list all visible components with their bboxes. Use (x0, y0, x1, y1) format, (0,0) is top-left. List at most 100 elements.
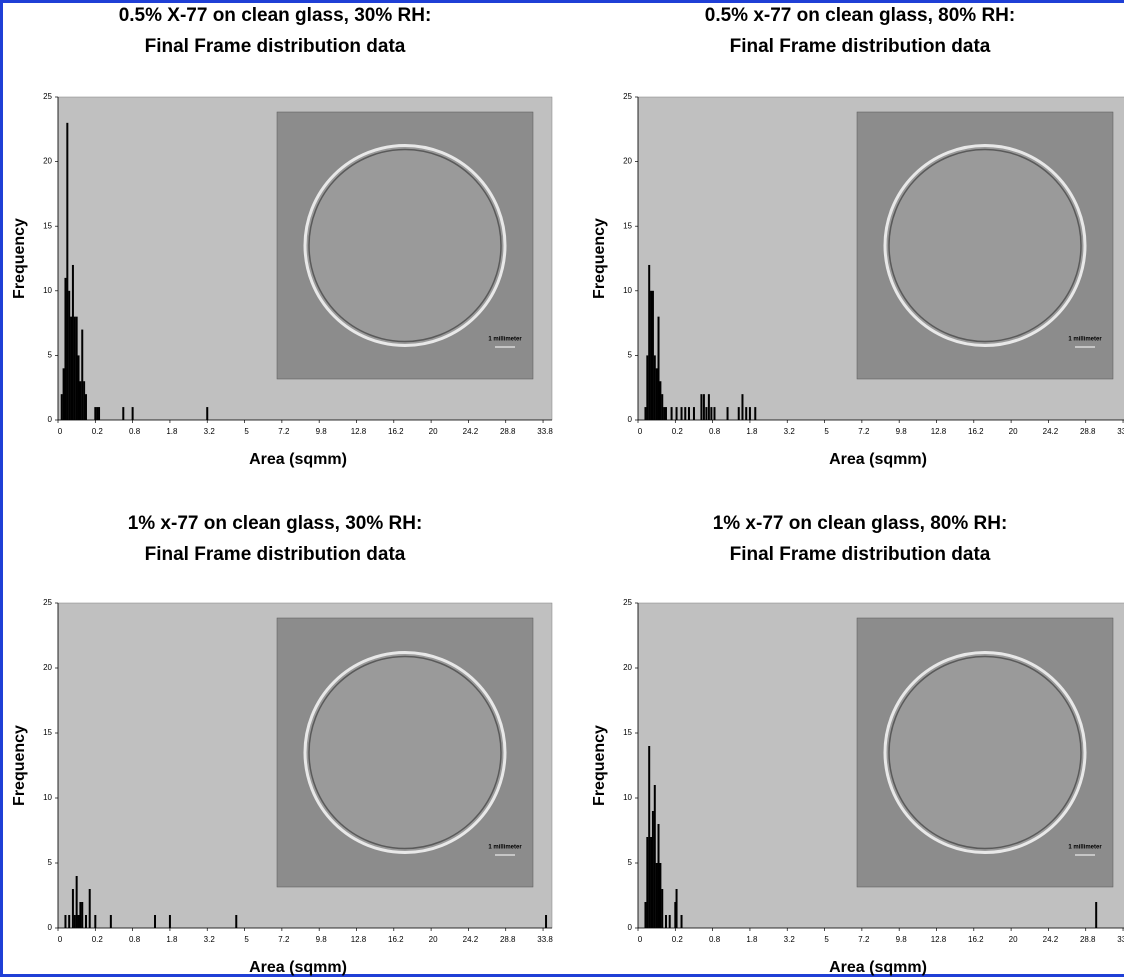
x-tick-label: 0 (58, 935, 63, 944)
x-tick-label: 33.8 (1117, 427, 1124, 436)
y-tick-label: 15 (43, 728, 52, 737)
x-tick-label: 24.2 (463, 427, 479, 436)
bar (83, 381, 85, 420)
x-tick-label: 5 (824, 935, 829, 944)
bar (78, 915, 80, 928)
x-axis-label: Area (sqmm) (829, 451, 927, 468)
bar (663, 407, 665, 420)
bar (713, 407, 715, 420)
figure: 1 millimeter 0 5 10 15 20 25 0 0.2 0.8 1.8 3.2 5 7.2 9… (0, 0, 1124, 977)
y-tick-label: 10 (623, 286, 632, 295)
bar (94, 915, 96, 928)
x-axis-label: Area (sqmm) (249, 451, 347, 468)
x-tick-label: 33.8 (1117, 935, 1124, 944)
bar (79, 902, 81, 928)
bar (676, 407, 678, 420)
x-tick-label: 28.8 (500, 427, 516, 436)
inset-drop (885, 146, 1085, 346)
bar (745, 407, 747, 420)
bar (72, 265, 74, 420)
y-axis-label: Frequency (591, 218, 608, 299)
bar (648, 746, 650, 928)
x-tick-label: 16.2 (968, 427, 984, 436)
bar (110, 915, 112, 928)
bar (545, 915, 547, 928)
bar (70, 317, 72, 420)
y-tick-label: 25 (43, 92, 52, 101)
x-tick-label: 28.8 (1080, 935, 1096, 944)
bar (705, 407, 707, 420)
bar (154, 915, 156, 928)
bar (741, 394, 743, 420)
x-tick-label: 33.8 (537, 935, 553, 944)
bar (693, 407, 695, 420)
x-tick-label: 3.2 (784, 935, 796, 944)
y-tick-label: 25 (623, 92, 632, 101)
x-tick-label: 28.8 (1080, 427, 1096, 436)
inset-drop (305, 653, 505, 853)
bar (98, 407, 100, 420)
inset-label: 1 millimeter (488, 337, 522, 343)
x-tick-label: 16.2 (388, 935, 404, 944)
bar (72, 889, 74, 928)
x-tick-label: 20 (429, 427, 438, 436)
bar (81, 902, 83, 928)
bar (708, 394, 710, 420)
bar (659, 863, 661, 928)
bar (66, 123, 68, 420)
bar (654, 355, 656, 420)
y-tick-label: 10 (43, 286, 52, 295)
y-axis-label: Frequency (11, 218, 28, 299)
bar (646, 837, 648, 928)
bar (676, 889, 678, 928)
bar (652, 291, 654, 420)
bar (656, 863, 658, 928)
bar (89, 889, 91, 928)
bar (656, 368, 658, 420)
bar (169, 915, 171, 928)
x-tick-label: 9.8 (316, 427, 328, 436)
bar (68, 915, 70, 928)
x-tick-label: 0.8 (709, 427, 721, 436)
x-tick-label: 28.8 (500, 935, 516, 944)
bar (710, 407, 712, 420)
x-tick-label: 7.2 (858, 935, 870, 944)
bar (650, 291, 652, 420)
x-tick-label: 24.2 (1043, 427, 1059, 436)
chart-title: Final Frame distribution data (145, 36, 406, 57)
x-tick-label: 12.8 (351, 935, 367, 944)
x-tick-label: 7.2 (278, 427, 290, 436)
chart-title: 1% x-77 on clean glass, 80% RH: (713, 513, 1008, 534)
bar (648, 265, 650, 420)
x-tick-label: 0 (638, 427, 643, 436)
x-tick-label: 0.8 (709, 935, 721, 944)
y-tick-label: 15 (43, 221, 52, 230)
x-axis-label: Area (sqmm) (829, 959, 927, 976)
y-axis-label: Frequency (11, 725, 28, 806)
x-tick-label: 3.2 (204, 935, 216, 944)
bar (671, 407, 673, 420)
x-tick-label: 9.8 (896, 427, 908, 436)
y-tick-label: 15 (623, 728, 632, 737)
y-tick-label: 5 (628, 351, 633, 360)
x-axis-label: Area (sqmm) (249, 959, 347, 976)
y-tick-label: 10 (623, 793, 632, 802)
bar (132, 407, 134, 420)
inset-label: 1 millimeter (1068, 337, 1102, 343)
x-tick-label: 20 (1009, 427, 1018, 436)
bar (749, 407, 751, 420)
bar (644, 902, 646, 928)
bar (122, 407, 124, 420)
x-tick-label: 0.2 (672, 427, 684, 436)
inset-drop (885, 653, 1085, 853)
bar (81, 330, 83, 420)
x-tick-label: 9.8 (316, 935, 328, 944)
x-tick-label: 1.8 (166, 427, 178, 436)
y-tick-label: 10 (43, 793, 52, 802)
bar (94, 407, 96, 420)
bar (85, 915, 87, 928)
x-tick-label: 1.8 (746, 935, 758, 944)
bar (64, 915, 66, 928)
bar (688, 407, 690, 420)
bar (79, 381, 81, 420)
